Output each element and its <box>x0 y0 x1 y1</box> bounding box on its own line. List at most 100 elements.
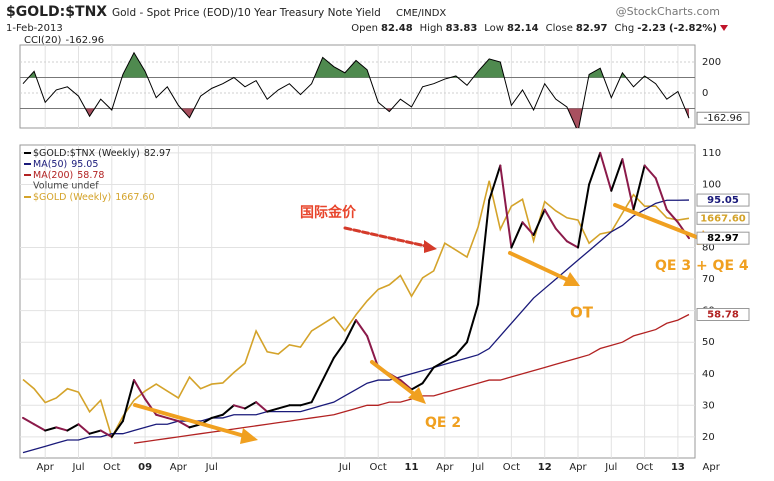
arrow <box>343 226 432 249</box>
price-segment <box>399 379 413 391</box>
cci-legend: CCI(20) -162.96 <box>24 35 104 46</box>
price-segment <box>510 221 524 249</box>
legend-value: 1667.60 <box>115 192 154 203</box>
price-segment <box>621 158 635 211</box>
price-segment <box>133 379 147 400</box>
x-tick-label: 13 <box>671 462 685 473</box>
legend-entry: Volume undef <box>33 181 99 192</box>
legend-value: 82.97 <box>144 148 171 159</box>
down-arrow <box>720 25 728 31</box>
price-segment <box>432 360 446 369</box>
source: @StockCharts.com <box>616 5 720 18</box>
y-tick-label: 100 <box>702 179 721 190</box>
y-tick-label: 0 <box>702 88 708 99</box>
quote-label: High <box>420 23 443 34</box>
price-segment <box>410 382 424 391</box>
exchange: CME/INDX <box>396 8 446 19</box>
price-segment <box>121 379 135 423</box>
quote-percent: (-2.82%) <box>669 23 717 34</box>
value-box-label: 95.05 <box>707 195 739 206</box>
price-segment <box>166 416 180 423</box>
price-segment <box>66 423 80 432</box>
arrow <box>508 251 572 283</box>
price-segment <box>543 208 557 230</box>
quote: Open 82.48 High 83.83 Low 82.14 Close 82.97 Chg -… <box>351 23 717 34</box>
legend-entry: MA(50) 95.05 <box>33 159 98 170</box>
series-line <box>22 180 690 440</box>
x-tick-label: Jul <box>338 462 351 473</box>
price-segment <box>177 420 191 429</box>
quote-label: Open <box>351 23 378 34</box>
price-segment <box>244 401 258 410</box>
x-tick-label: Oct <box>503 462 520 473</box>
legend-entry: $GOLD:$TNX (Weekly) 82.97 <box>33 148 171 159</box>
quote-value: -2.23 <box>637 23 666 34</box>
y-tick-label: 30 <box>702 400 715 411</box>
x-tick-label: Oct <box>103 462 120 473</box>
legend-name: CCI(20) <box>24 35 62 46</box>
price-segment <box>610 158 624 192</box>
x-tick-label: Apr <box>569 462 587 473</box>
price-segment <box>277 404 291 410</box>
price-segment <box>110 420 124 438</box>
price-segment <box>499 164 513 249</box>
x-tick-label: Apr <box>703 462 721 473</box>
value-box-label: 82.97 <box>707 233 739 244</box>
y-tick-label: 200 <box>702 57 721 68</box>
x-tick-label: Jul <box>471 462 484 473</box>
x-tick-label: Oct <box>370 462 387 473</box>
value-box <box>696 211 750 225</box>
price-segment <box>588 151 602 186</box>
arrow <box>613 203 706 242</box>
value-box-label: -162.96 <box>704 113 743 124</box>
price-segment <box>99 429 113 438</box>
chart-title: $GOLD:$TNX <box>6 4 107 20</box>
price-segment <box>521 221 535 236</box>
price-segment <box>577 183 591 249</box>
price-segment <box>266 407 280 413</box>
quote-label: Low <box>484 23 504 34</box>
price-segment <box>299 401 313 407</box>
chart-subtitle: Gold - Spot Price (EOD)/10 Year Treasury… <box>112 7 381 19</box>
price-segment <box>44 426 58 432</box>
x-tick-label: 11 <box>405 462 419 473</box>
price-segment <box>454 341 468 356</box>
value-box-label: 58.78 <box>707 309 739 320</box>
date: 1-Feb-2013 <box>6 23 63 34</box>
value-box <box>696 193 750 207</box>
price-segment <box>255 401 269 413</box>
arrow <box>370 360 420 399</box>
y-tick-label: 70 <box>702 274 715 285</box>
annotation-arrows <box>133 203 714 444</box>
annotation: 国际金价 <box>300 204 357 221</box>
value-box <box>696 111 750 125</box>
annotation: QE 3 + QE 4 <box>655 258 749 274</box>
price-segment <box>554 227 568 243</box>
value-box <box>696 307 750 321</box>
y-tick-label: 20 <box>702 432 715 443</box>
price-segment <box>310 379 324 404</box>
x-tick-label: Jul <box>205 462 218 473</box>
x-tick-label: Apr <box>170 462 188 473</box>
price-segment <box>221 404 235 416</box>
price-segment <box>665 208 679 224</box>
price-segment <box>343 319 357 344</box>
price-segment <box>477 199 491 306</box>
legend-name: $GOLD:$TNX (Weekly) <box>33 148 140 159</box>
price-panel <box>19 144 696 459</box>
annotation: QE 2 <box>425 415 461 431</box>
price-segment <box>565 240 579 249</box>
value-box-label: 1667.60 <box>700 213 746 224</box>
price-segment <box>22 416 36 426</box>
price-segment <box>366 334 380 369</box>
price-segment <box>632 164 646 211</box>
quote-value: 82.14 <box>507 23 539 34</box>
price-segment <box>443 353 457 363</box>
legend-value: 58.78 <box>77 170 104 181</box>
cci-panel <box>19 44 696 129</box>
y-tick-label: 80 <box>702 243 715 254</box>
arrow-head <box>424 240 437 253</box>
legend-entry: MA(200) 58.78 <box>33 170 104 181</box>
cci-line <box>22 51 690 128</box>
